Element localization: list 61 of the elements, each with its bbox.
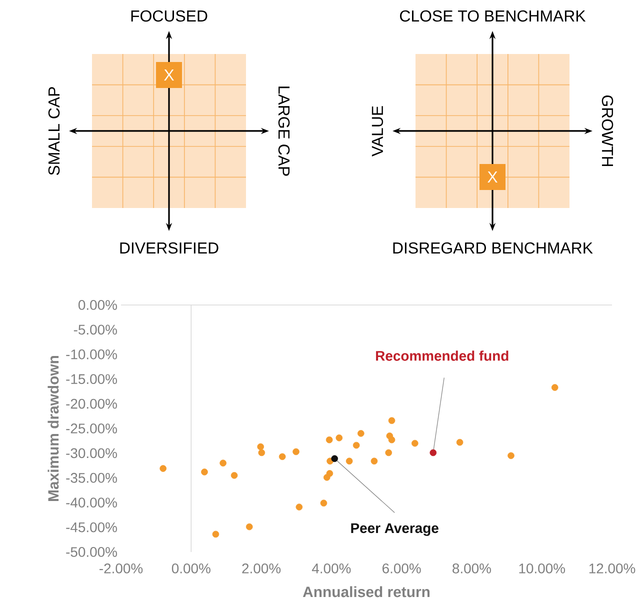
y-tick-label: -25.00% (66, 424, 117, 434)
point (508, 452, 514, 460)
y-tick-label: -15.00% (66, 374, 117, 384)
point (246, 523, 253, 530)
x-tick-label: 10.00% (519, 563, 566, 574)
text: SMALL CAP (48, 87, 60, 176)
point (160, 465, 166, 472)
x-tick-label: 0.00% (172, 563, 210, 574)
y-axis-title: Maximum drawdown (48, 356, 59, 501)
point (412, 440, 418, 447)
text: VALUE (372, 106, 384, 156)
text: X (488, 172, 498, 182)
y-tick-label: -50.00% (66, 547, 117, 557)
x-tick-label: 6.00% (382, 563, 421, 574)
y-tick-label: 0.00% (78, 300, 117, 310)
point (346, 458, 353, 464)
point (230, 472, 238, 479)
x-tick-label: 4.00% (312, 563, 351, 574)
point (220, 460, 226, 466)
x-tick-label: 2.00% (242, 563, 281, 574)
point (456, 438, 464, 446)
text: DIVERSIFIED (120, 242, 218, 254)
text: Peer Average (351, 523, 438, 536)
point (296, 504, 303, 510)
text: LARGE CAP (278, 86, 290, 176)
text: Recommended fund (376, 350, 508, 361)
point (388, 436, 396, 444)
x-tick-label: 8.00% (452, 563, 491, 574)
x-axis-title: Annualised return (302, 586, 430, 598)
y-tick-label: -5.00% (74, 324, 117, 335)
y-tick-label: -40.00% (66, 498, 117, 508)
text: GROWTH (602, 95, 614, 166)
point (257, 443, 264, 450)
point (320, 500, 328, 506)
text: X (164, 70, 174, 80)
text: DISREGARD BENCHMARK (393, 242, 593, 254)
point (258, 449, 266, 456)
y-tick-label: -10.00% (66, 349, 117, 360)
point (388, 417, 396, 424)
point (212, 530, 220, 538)
text: FOCUSED (131, 10, 208, 22)
point (336, 434, 343, 442)
x-tick-label: 12.00% (589, 563, 636, 574)
point (357, 430, 364, 437)
point (331, 455, 338, 462)
point (551, 384, 558, 391)
point (370, 458, 378, 464)
point (326, 436, 333, 444)
point (430, 449, 437, 456)
y-tick-label: -35.00% (66, 472, 117, 483)
x-tick-label: -2.00% (100, 563, 143, 574)
point (385, 449, 392, 456)
y-tick-label: -20.00% (66, 398, 117, 409)
point (323, 474, 330, 481)
point (278, 453, 286, 460)
y-tick-label: -45.00% (66, 522, 117, 532)
y-tick-label: -30.00% (66, 448, 117, 458)
text: CLOSE TO BENCHMARK (400, 10, 586, 22)
point (292, 448, 300, 456)
point (352, 442, 360, 449)
point (201, 468, 208, 476)
